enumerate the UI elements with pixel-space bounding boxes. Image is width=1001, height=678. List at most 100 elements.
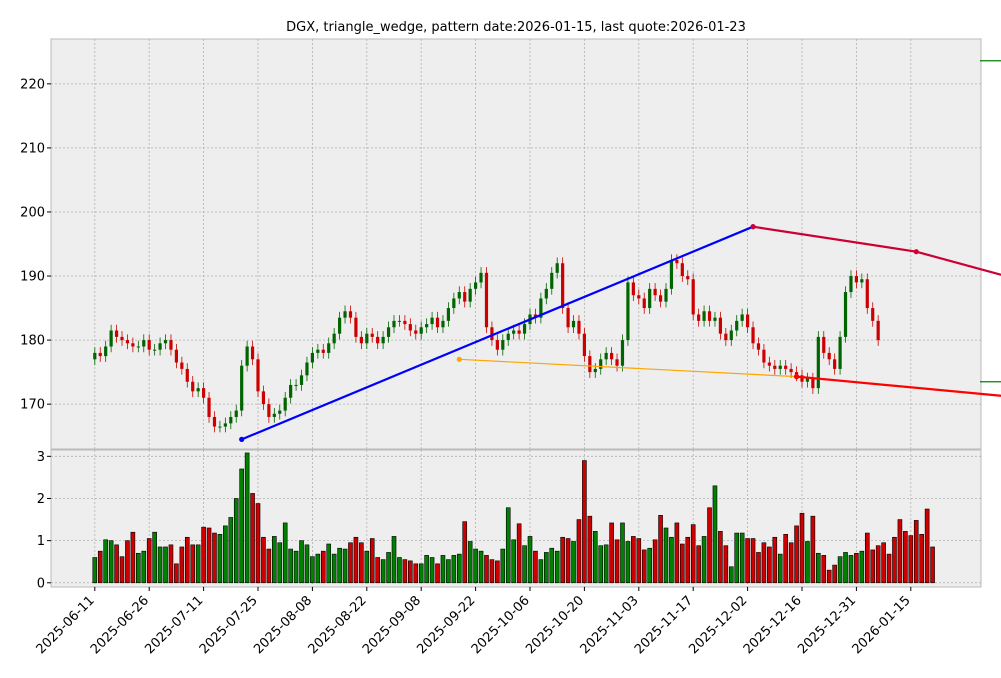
- candle-body: [653, 288, 657, 296]
- volume-bar: [299, 540, 304, 584]
- volume-bar: [337, 547, 342, 584]
- volume-bar: [576, 519, 582, 584]
- candle-body: [495, 340, 499, 350]
- volume-bar: [212, 532, 217, 584]
- volume-bar: [870, 549, 876, 584]
- candle-body: [191, 381, 195, 392]
- candle-body: [446, 308, 450, 321]
- volume-bar: [832, 564, 837, 584]
- candle-body: [381, 336, 385, 344]
- candle-body: [484, 272, 489, 328]
- candle-body: [680, 263, 684, 277]
- volume-bar: [750, 538, 756, 584]
- candle-body: [522, 324, 527, 334]
- volume-bar: [609, 522, 614, 584]
- candle-body: [283, 397, 287, 411]
- volume-bar: [614, 539, 620, 584]
- candle-body: [686, 276, 690, 280]
- candle-body: [729, 330, 733, 341]
- volume-bar: [723, 545, 729, 584]
- candle-body: [229, 416, 233, 424]
- volume-bar: [255, 503, 261, 584]
- volume-bar: [217, 534, 223, 584]
- volume-bar: [924, 508, 930, 584]
- volume-bar: [174, 563, 179, 584]
- volume-bar: [369, 538, 375, 584]
- candle-body: [827, 352, 831, 360]
- volume-bar: [348, 542, 353, 584]
- volume-bar: [816, 552, 821, 584]
- candle-body: [218, 426, 222, 428]
- price-tick-label: 190: [20, 270, 45, 285]
- candle-body: [305, 362, 309, 376]
- candle-body: [245, 346, 249, 366]
- volume-tick-label: 1: [37, 534, 45, 549]
- volume-bar: [97, 550, 103, 584]
- candle-body: [457, 292, 461, 299]
- candle-body: [430, 317, 434, 325]
- volume-bar: [108, 540, 114, 584]
- candle-body: [474, 282, 478, 289]
- volume-bar: [418, 563, 424, 584]
- volume-bar: [674, 522, 680, 584]
- candle-body: [762, 349, 766, 363]
- candle-body: [419, 327, 423, 334]
- candle-body: [871, 308, 875, 321]
- candle-body: [707, 311, 712, 321]
- volume-panel: 0 1 2 3: [37, 449, 982, 591]
- volume-bar: [554, 550, 560, 584]
- candle-body: [250, 346, 255, 360]
- candle-body: [376, 336, 380, 344]
- candle-body: [784, 365, 788, 369]
- volume-bar: [647, 547, 652, 584]
- volume-tick-label: 2: [37, 492, 45, 507]
- volume-bar: [478, 550, 484, 584]
- volume-bar: [560, 536, 565, 584]
- volume-bar: [728, 566, 734, 584]
- candle-body: [664, 288, 668, 302]
- candle-body: [778, 365, 782, 369]
- candle-body: [185, 368, 189, 382]
- candle-body: [669, 260, 674, 289]
- volume-bar: [190, 544, 196, 584]
- volume-bar: [886, 553, 892, 584]
- candle-body: [756, 343, 761, 350]
- volume-bar: [223, 525, 228, 584]
- candle-body: [240, 365, 244, 411]
- volume-axis: 0 1 2 3: [37, 450, 51, 591]
- volume-bar: [908, 535, 914, 584]
- volume-bar: [788, 542, 794, 584]
- candle-body: [310, 352, 314, 363]
- volume-bar: [522, 545, 527, 584]
- volume-bar: [462, 521, 468, 584]
- volume-bar: [571, 541, 576, 584]
- candle-body: [691, 279, 695, 315]
- candle-body: [811, 378, 815, 389]
- volume-bar: [707, 507, 712, 584]
- volume-bar: [320, 550, 326, 584]
- pattern-point: [239, 436, 245, 442]
- volume-bar: [913, 520, 919, 584]
- volume-bar: [533, 550, 538, 584]
- volume-bar: [756, 552, 761, 584]
- candle-body: [256, 359, 260, 392]
- candle-body: [740, 314, 744, 321]
- candle-body: [343, 311, 347, 318]
- candle-body: [414, 330, 418, 334]
- volume-bar: [380, 559, 386, 584]
- pattern-point: [913, 249, 919, 255]
- candle-body: [751, 327, 755, 344]
- volume-bar: [484, 555, 489, 584]
- volume-bar: [739, 532, 745, 584]
- candle-body: [773, 365, 777, 369]
- volume-bar: [777, 553, 783, 584]
- volume-bar: [489, 559, 495, 584]
- volume-bar: [592, 531, 598, 584]
- volume-bar: [152, 531, 157, 584]
- volume-bar: [826, 569, 832, 584]
- candle-body: [98, 352, 102, 357]
- volume-bar: [641, 549, 647, 584]
- volume-bar: [331, 553, 337, 584]
- candle-body: [517, 330, 521, 334]
- pattern-line-blue: [241, 225, 754, 441]
